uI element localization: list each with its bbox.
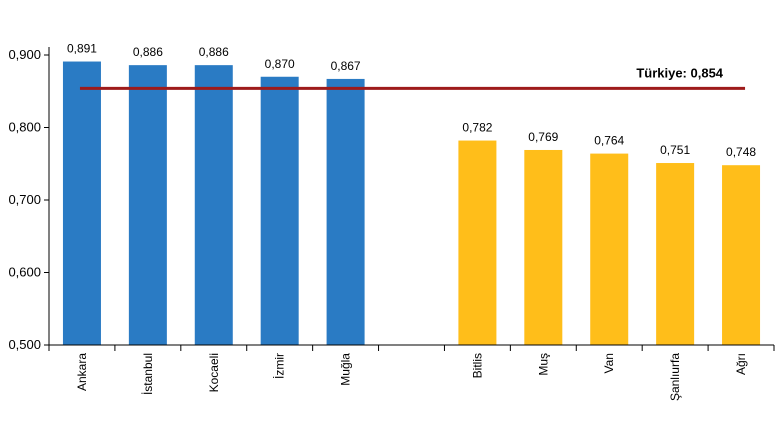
y-tick-label: 0,500 bbox=[8, 337, 41, 352]
x-tick-label: İstanbul bbox=[141, 353, 155, 395]
x-tick-label: Muş bbox=[536, 353, 550, 376]
x-tick-label: Bitlis bbox=[470, 353, 484, 378]
reference-line-group: Türkiye: 0,854 bbox=[79, 65, 746, 90]
data-label: 0,764 bbox=[594, 134, 624, 148]
bars bbox=[62, 61, 761, 346]
bar bbox=[326, 78, 365, 346]
x-tick-label: Ankara bbox=[75, 353, 89, 391]
x-axis: Ankara İstanbul Kocaeli İzmir Muğla Bitlis Muş… bbox=[48, 344, 775, 401]
data-label: 0,886 bbox=[133, 45, 163, 59]
data-label: 0,867 bbox=[331, 59, 361, 73]
bar bbox=[128, 65, 167, 346]
bar bbox=[590, 153, 629, 345]
bar bbox=[194, 65, 233, 346]
data-label: 0,751 bbox=[660, 143, 690, 157]
reference-line-label: Türkiye: 0,854 bbox=[636, 65, 723, 80]
x-tick-label: Van bbox=[602, 353, 616, 373]
y-axis: 0,500 0,600 0,700 0,800 0,900 bbox=[8, 47, 50, 352]
x-tick-label: Ağrı bbox=[734, 353, 748, 375]
bar bbox=[722, 165, 761, 345]
x-tick-label: Şanlıurfa bbox=[668, 353, 682, 401]
data-label: 0,782 bbox=[462, 121, 492, 135]
x-tick-label: İzmir bbox=[273, 353, 287, 379]
bar bbox=[524, 149, 563, 345]
bar bbox=[260, 76, 299, 345]
x-tick-label: Muğla bbox=[339, 353, 353, 386]
y-tick-label: 0,900 bbox=[8, 47, 41, 62]
bar bbox=[656, 163, 695, 345]
y-tick-label: 0,800 bbox=[8, 120, 41, 135]
value-labels: 0,891 0,886 0,886 0,870 0,867 0,782 0,769 0,764… bbox=[67, 42, 756, 160]
y-tick-label: 0,700 bbox=[8, 192, 41, 207]
data-label: 0,891 bbox=[67, 42, 97, 56]
bar bbox=[62, 61, 101, 346]
bar bbox=[458, 140, 497, 345]
data-label: 0,886 bbox=[199, 45, 229, 59]
data-label: 0,769 bbox=[528, 130, 558, 144]
y-tick-label: 0,600 bbox=[8, 265, 41, 280]
data-label: 0,748 bbox=[726, 145, 756, 159]
data-label: 0,870 bbox=[265, 57, 295, 71]
x-tick-label: Kocaeli bbox=[207, 353, 221, 392]
